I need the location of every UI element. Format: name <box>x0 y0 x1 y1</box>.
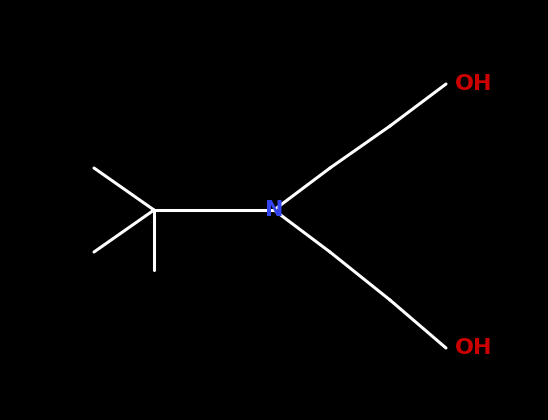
Text: OH: OH <box>455 338 493 358</box>
Text: N: N <box>265 200 283 220</box>
Text: OH: OH <box>455 74 493 94</box>
